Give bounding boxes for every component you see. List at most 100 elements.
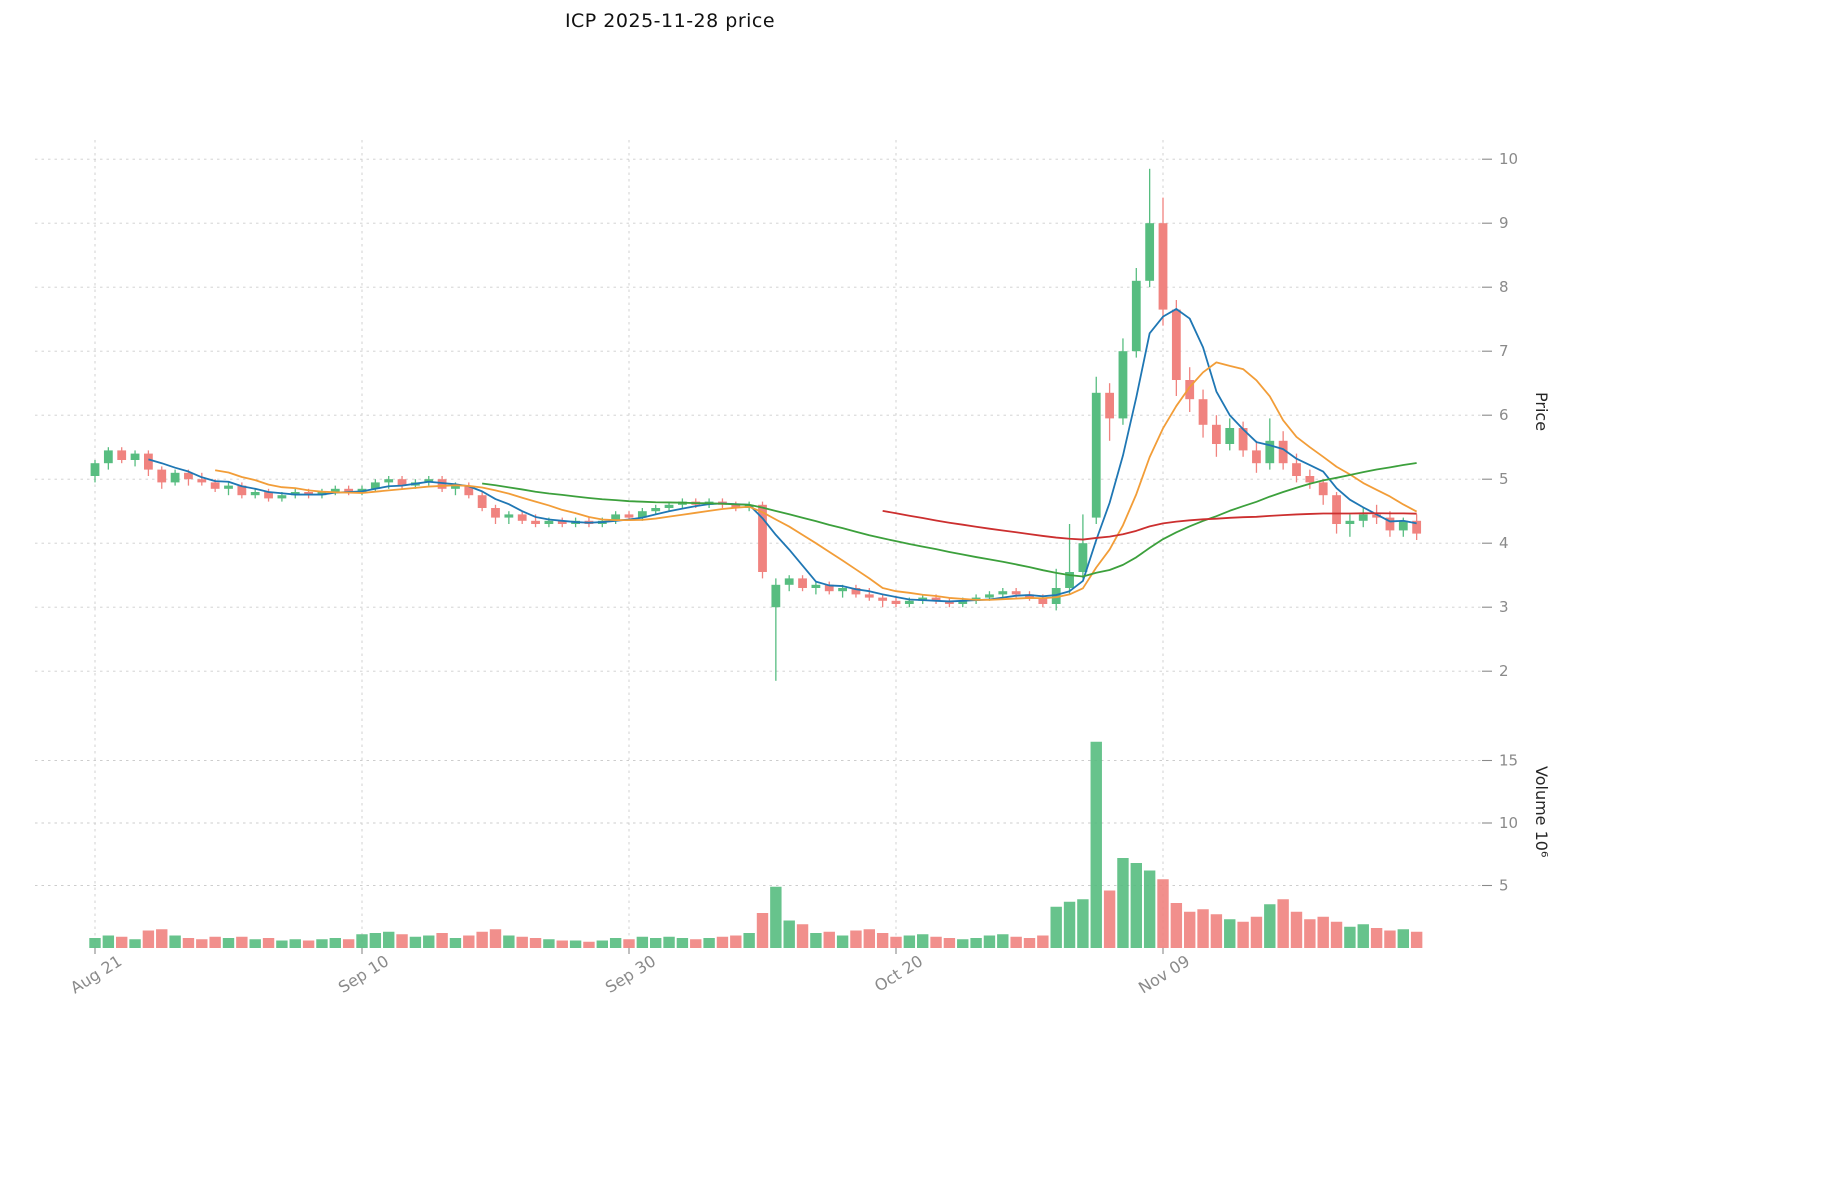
candle-body	[544, 520, 554, 524]
volume-bar	[1317, 916, 1329, 948]
volume-bar	[129, 939, 141, 948]
candle-body	[370, 482, 380, 489]
candle-body	[557, 520, 567, 524]
candle-body	[117, 450, 127, 460]
volume-bar	[770, 886, 782, 948]
candle-body	[504, 514, 514, 518]
candle-body	[1078, 543, 1088, 572]
candle-body	[451, 485, 460, 489]
candle-body	[517, 514, 527, 521]
volume-bar	[903, 935, 916, 948]
axis-tick-labels: 2 3 4 5 6 7 8 9 10 5 10 15 Aug 21 Sep 10 Sep 30 Oct 20 N…	[67, 150, 1518, 997]
candle-body	[731, 504, 741, 508]
volume-bar	[1184, 911, 1196, 948]
volume-bar	[302, 940, 315, 948]
volume-bar	[316, 939, 328, 948]
volume-bar	[1037, 935, 1049, 948]
candle-body	[1145, 223, 1155, 281]
volume-bar	[1410, 931, 1423, 948]
volume-bar	[1170, 903, 1183, 948]
candle-body	[103, 450, 113, 464]
volume-bar	[529, 938, 542, 948]
candles	[90, 168, 1422, 681]
ma-5-line	[148, 308, 1417, 603]
candle-body	[317, 492, 327, 496]
volume-bar	[716, 936, 729, 948]
candle-body	[824, 584, 834, 592]
volume-bar	[943, 938, 956, 948]
candle-body	[1292, 463, 1301, 476]
volume-bar	[1370, 928, 1383, 948]
volume-bar	[383, 931, 395, 948]
candle-body	[864, 594, 874, 598]
volume-bar	[169, 935, 181, 948]
candle-body	[624, 514, 634, 518]
volume-bar	[596, 940, 608, 948]
candle-body	[1171, 309, 1181, 380]
volume-bar	[876, 933, 889, 948]
volume-bar	[249, 939, 261, 948]
candle-body	[531, 520, 540, 524]
volume-bar	[823, 931, 835, 948]
volume-bar	[690, 939, 702, 948]
candle-body	[1265, 440, 1275, 464]
candle-body	[771, 584, 781, 608]
volume-bar	[970, 938, 982, 948]
volume-bar	[609, 938, 622, 948]
volume-bar	[636, 936, 649, 948]
candle-body	[931, 597, 941, 601]
volume-bar	[730, 935, 742, 948]
volume-bar	[703, 938, 715, 948]
volume-bar	[983, 935, 996, 948]
candle-body	[891, 600, 901, 604]
volume-bar	[1397, 929, 1409, 948]
volume-bar	[89, 938, 101, 948]
volume-bar	[1077, 899, 1089, 948]
candle-body	[144, 453, 153, 470]
volume-bar	[997, 934, 1009, 948]
volume-bar	[810, 933, 822, 948]
volume-bar	[890, 936, 902, 948]
volume-bar	[930, 936, 942, 948]
candle-body	[424, 479, 434, 483]
price-tick-label: 5	[1499, 470, 1509, 488]
candle-body	[1025, 594, 1034, 598]
volume-bar	[503, 935, 515, 948]
volume-bar	[449, 938, 462, 948]
candle-body	[904, 600, 914, 604]
candle-body	[1118, 351, 1128, 419]
volume-tick-label: 5	[1499, 877, 1509, 895]
candle-body	[1318, 482, 1328, 496]
date-tick-label: Oct 20	[871, 951, 926, 995]
candle-body	[130, 453, 140, 460]
volume-bar	[342, 939, 355, 948]
candle-body	[170, 472, 180, 483]
volume-bar	[1357, 924, 1369, 948]
candle-body	[357, 488, 367, 492]
candle-body	[611, 514, 621, 521]
candle-body	[237, 485, 247, 496]
volume-bar	[436, 933, 448, 948]
volume-bar	[1157, 879, 1169, 948]
volume-bar	[516, 936, 528, 948]
volume-tick-label: 10	[1499, 814, 1518, 832]
candle-body	[384, 479, 394, 483]
volume-bar	[196, 939, 208, 948]
candle-body	[464, 485, 474, 496]
volume-bar	[396, 934, 408, 948]
chart-title: ICP 2025-11-28 price	[564, 10, 776, 32]
candle-body	[397, 479, 407, 486]
candle-body	[1332, 495, 1341, 524]
volume-bar	[236, 936, 248, 948]
candle-body	[1065, 572, 1074, 588]
candle-body	[157, 469, 167, 483]
candle-body	[758, 504, 767, 572]
candle-body	[1038, 597, 1048, 604]
volume-bar	[1330, 921, 1343, 948]
volume-bar	[1224, 919, 1236, 948]
volume-bar	[783, 920, 795, 948]
volume-bar	[743, 933, 755, 948]
price-axis-label: Price	[1532, 392, 1551, 432]
